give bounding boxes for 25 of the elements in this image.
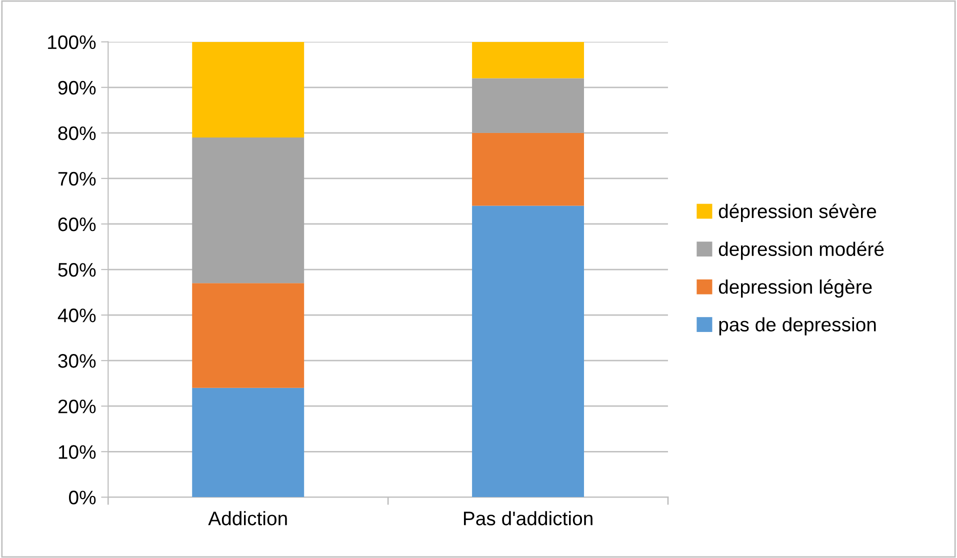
bar bbox=[192, 42, 304, 138]
y-tick-label: 40% bbox=[58, 308, 96, 322]
bar bbox=[192, 137, 304, 284]
bar bbox=[472, 132, 584, 206]
bar bbox=[472, 42, 584, 78]
x-tick-label: Addiction bbox=[208, 511, 287, 526]
bar bbox=[192, 388, 304, 498]
legend-label: pas de depression bbox=[719, 317, 876, 336]
y-tick-label: 30% bbox=[58, 354, 96, 368]
bar bbox=[472, 206, 584, 498]
legend-label: depression légère bbox=[718, 279, 872, 298]
y-tick-label: 50% bbox=[58, 262, 96, 277]
y-tick-label: 10% bbox=[58, 445, 96, 459]
bar bbox=[472, 78, 584, 133]
legend-label: depression modéré bbox=[718, 242, 884, 260]
x-tick-label: Pas d'addiction bbox=[464, 511, 592, 526]
y-tick-label: 100% bbox=[48, 35, 96, 50]
bar bbox=[192, 283, 304, 388]
y-tick-label: 20% bbox=[58, 400, 96, 414]
y-tick-label: 60% bbox=[58, 217, 96, 232]
legend-label: dépression sévère bbox=[718, 204, 876, 222]
y-tick-label: 80% bbox=[58, 126, 96, 140]
y-tick-label: 0% bbox=[68, 490, 96, 504]
y-tick-label: 90% bbox=[58, 80, 96, 95]
y-tick-label: 70% bbox=[58, 172, 96, 186]
